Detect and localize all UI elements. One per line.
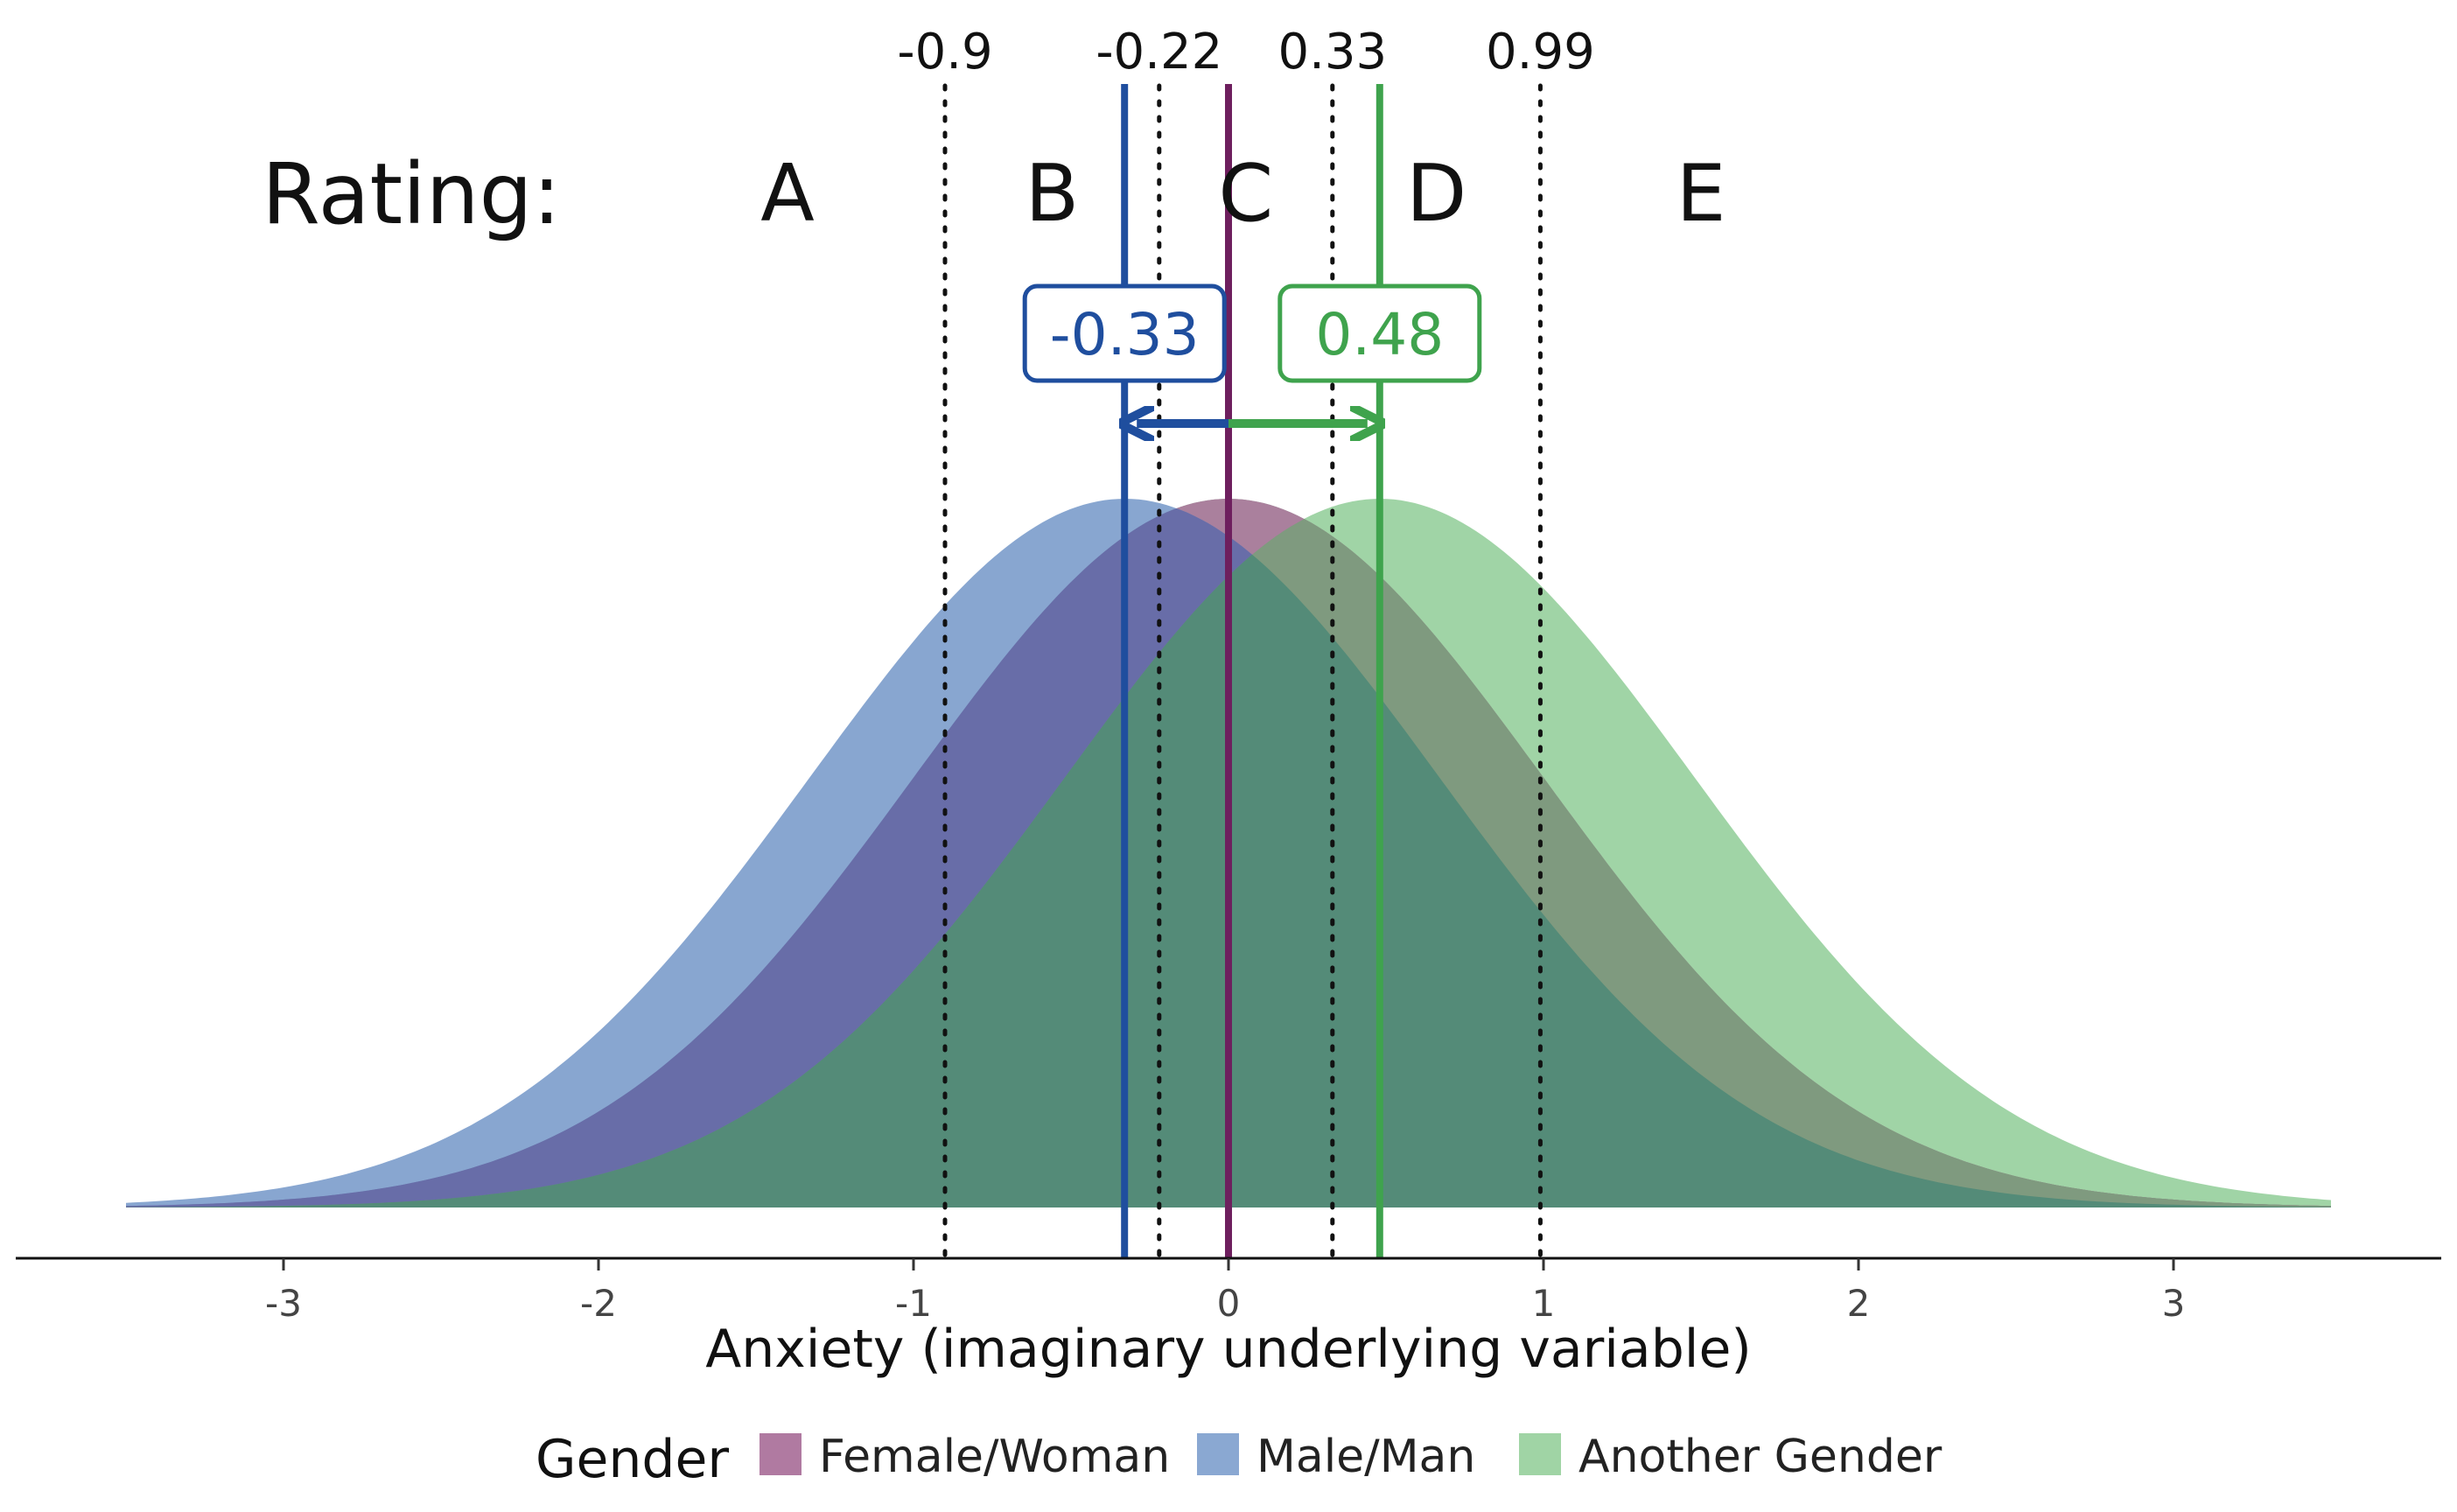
legend: Gender Female/Woman Male/Man Another Gende… [536,1429,1942,1490]
legend-label-1: Male/Man [1256,1431,1475,1483]
x-tick-label-3: 0 [1217,1282,1241,1325]
legend-title: Gender [536,1429,729,1490]
rating-title: Rating: [262,145,561,243]
rating-letter-a: A [760,148,815,240]
legend-swatch-1 [1197,1433,1239,1475]
shift-label-box-0 [1022,284,1227,383]
shift-label-box-1 [1278,284,1482,383]
legend-label-0: Female/Woman [819,1431,1170,1483]
legend-label-2: Another Gender [1578,1431,1942,1483]
x-axis: -3 -2 -1 0 1 2 3 [16,1256,2441,1325]
shift-label-0: -0.33 [1050,301,1200,368]
x-axis-title: Anxiety (imaginary underlying variable) [705,1319,1752,1380]
rating-letter-b: B [1026,148,1080,240]
rating-letter-c: C [1218,148,1273,240]
annotations: A B C D E -0.33 0.48 [760,148,1726,424]
x-tick-label-0: -3 [265,1282,302,1325]
legend-swatch-0 [760,1433,802,1475]
threshold-lines: -0.9 -0.22 0.33 0.99 [897,24,1595,1261]
x-tick-label-6: 3 [2162,1282,2186,1325]
shift-label-1: 0.48 [1315,301,1444,368]
x-tick-label-1: -2 [580,1282,617,1325]
threshold-label-0: -0.9 [897,24,992,80]
legend-swatch-2 [1519,1433,1561,1475]
x-tick-label-5: 2 [1847,1282,1871,1325]
x-tick-label-2: -1 [895,1282,932,1325]
threshold-label-2: 0.33 [1278,24,1387,80]
mean-lines [1121,84,1383,1258]
rating-letter-d: D [1406,148,1466,240]
rating-letter-e: E [1676,148,1726,240]
x-tick-label-4: 1 [1532,1282,1556,1325]
threshold-label-3: 0.99 [1486,24,1595,80]
threshold-label-1: -0.22 [1096,24,1222,80]
